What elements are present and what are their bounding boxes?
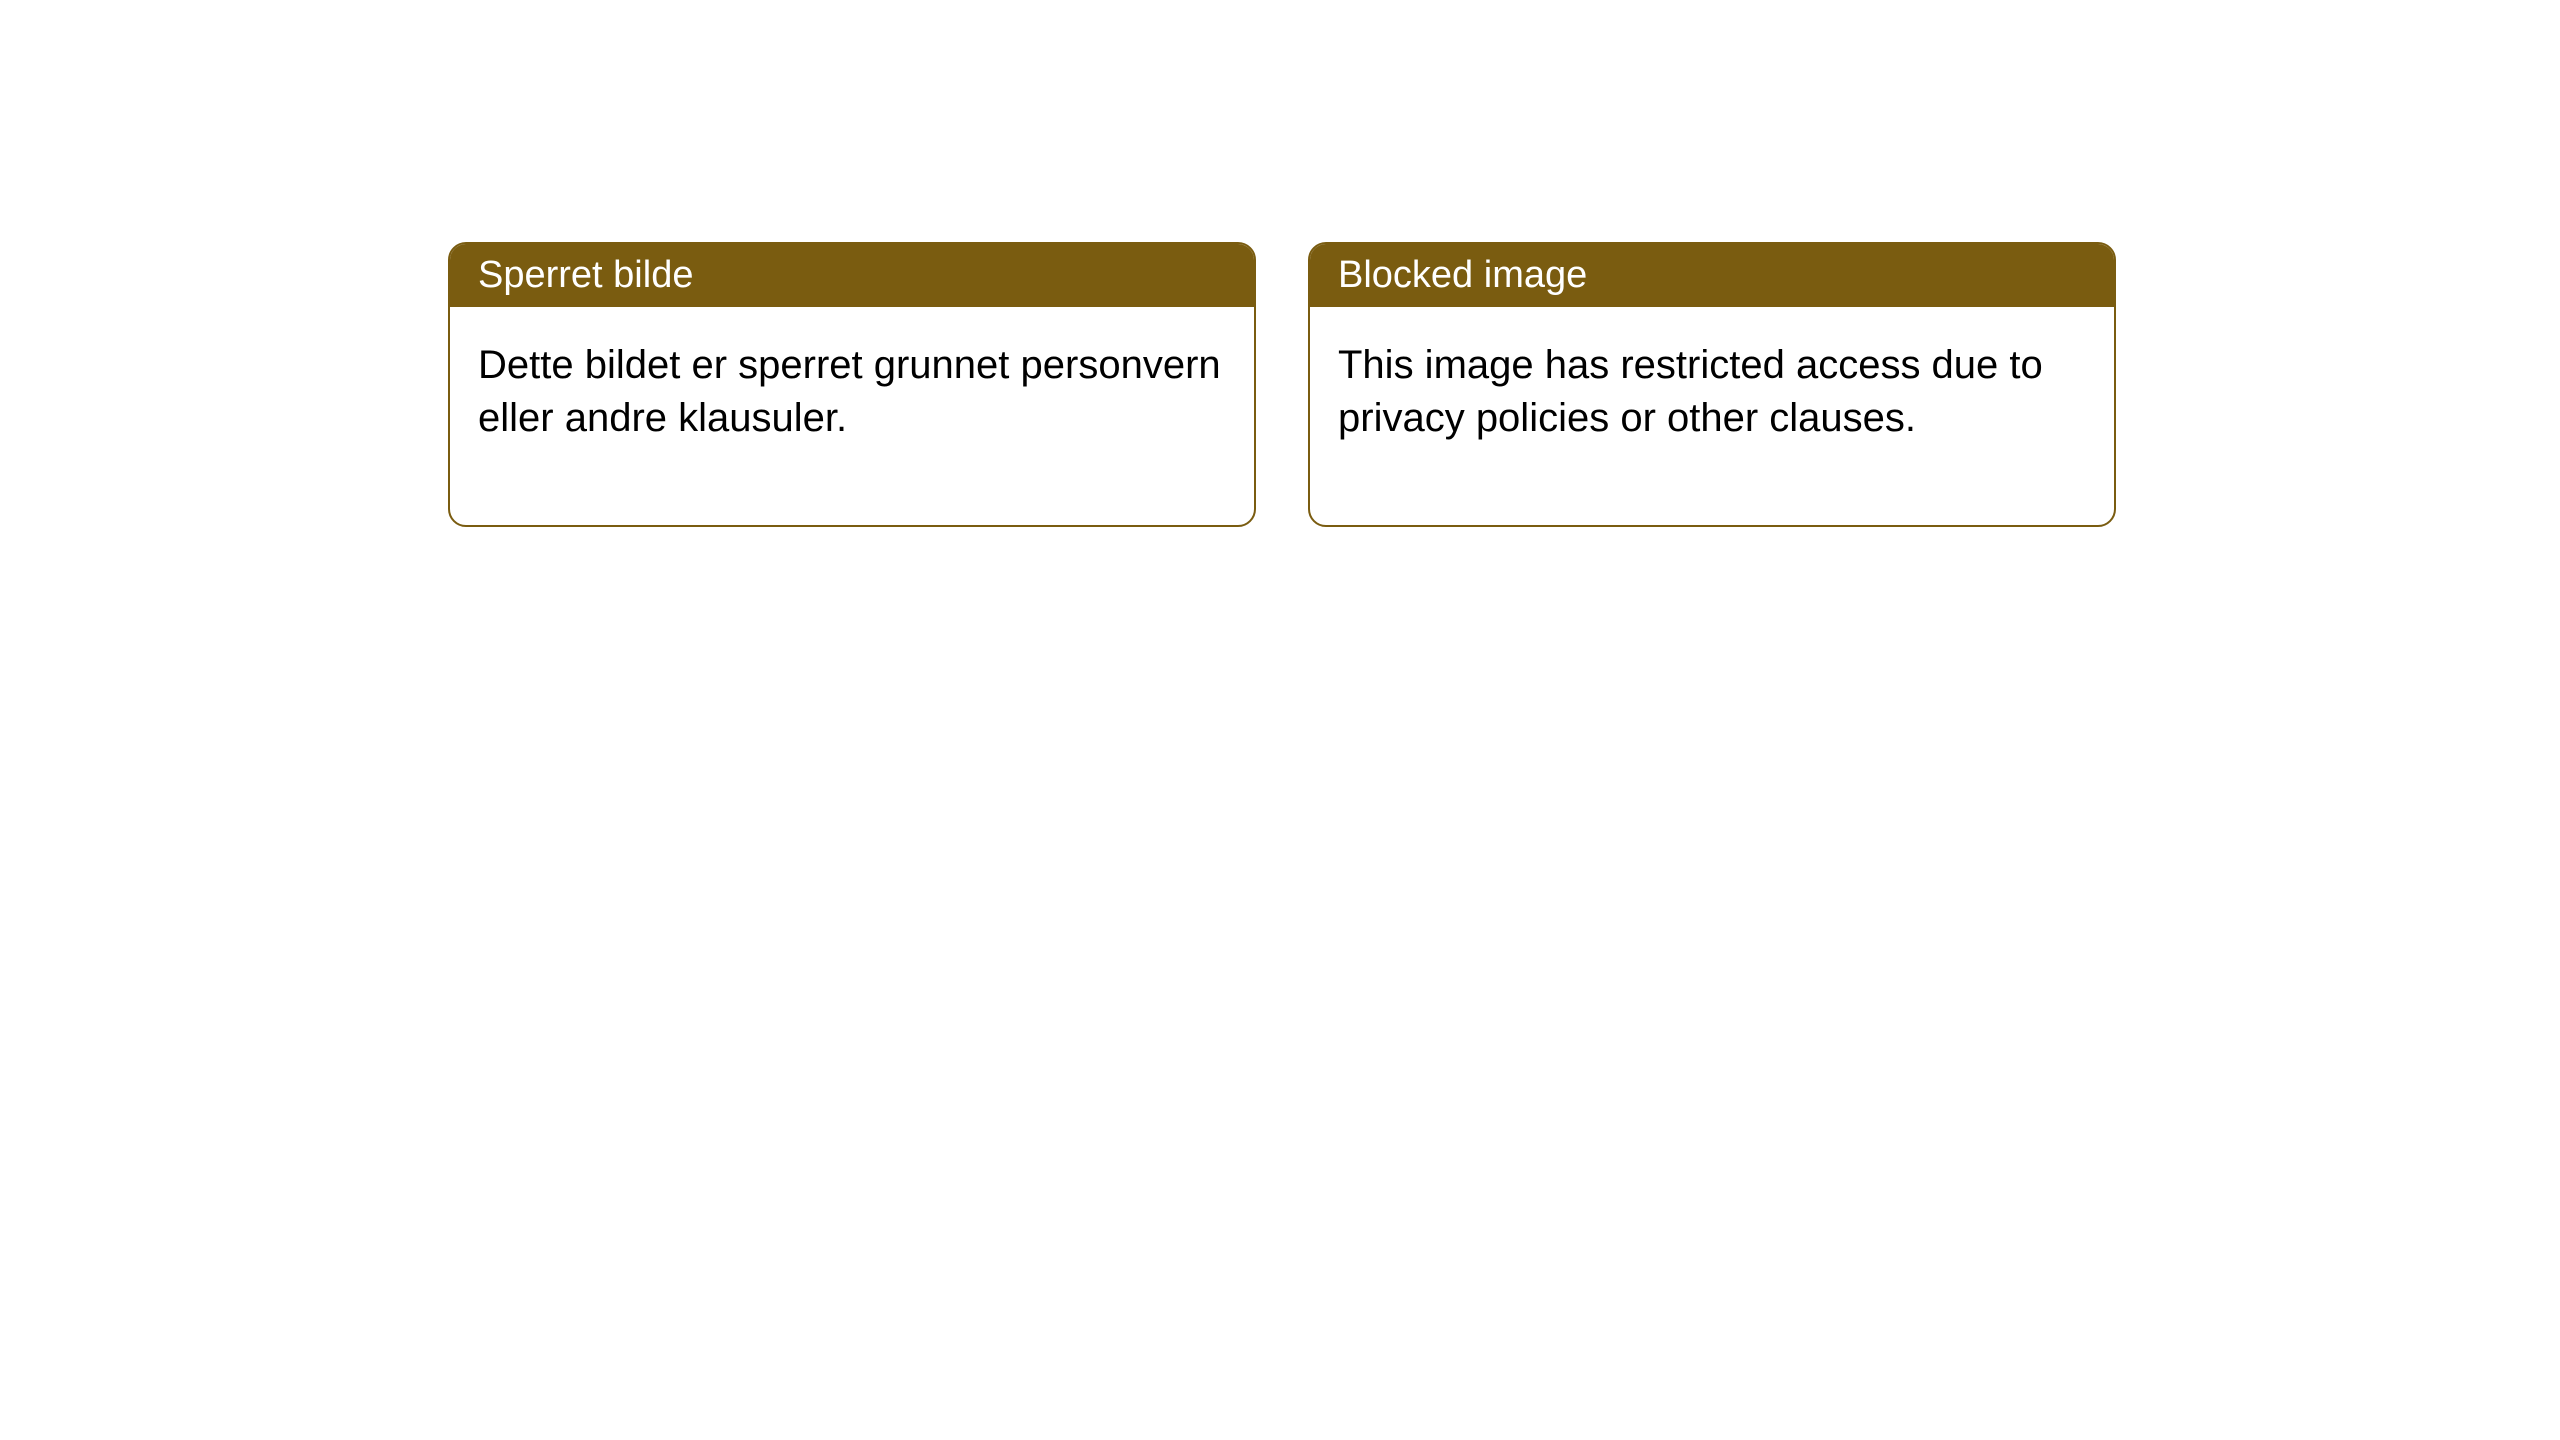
- notice-body: Dette bildet er sperret grunnet personve…: [450, 307, 1254, 525]
- notice-header: Sperret bilde: [450, 244, 1254, 307]
- notice-card-norwegian: Sperret bilde Dette bildet er sperret gr…: [448, 242, 1256, 527]
- notice-header: Blocked image: [1310, 244, 2114, 307]
- notice-card-english: Blocked image This image has restricted …: [1308, 242, 2116, 527]
- notice-cards-container: Sperret bilde Dette bildet er sperret gr…: [448, 242, 2560, 527]
- notice-body: This image has restricted access due to …: [1310, 307, 2114, 525]
